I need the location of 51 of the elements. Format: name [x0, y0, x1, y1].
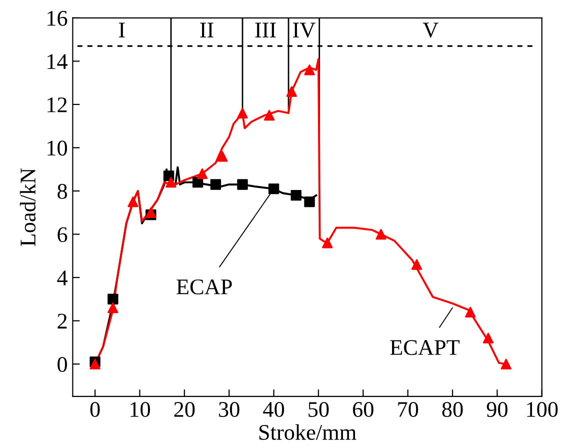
x-tick-label: 0: [90, 402, 100, 417]
point: [322, 238, 333, 248]
x-tick-label: 90: [486, 402, 508, 417]
point: [482, 332, 494, 344]
x-tick-label: 20: [174, 402, 195, 417]
x-tick-label: 30: [219, 402, 240, 417]
point: [196, 168, 208, 180]
y-tick-label: 0: [58, 356, 67, 372]
annotation: II: [200, 22, 214, 38]
point: [166, 176, 176, 188]
annotation: IV: [293, 22, 316, 38]
point: [210, 179, 222, 190]
x-tick-label: 100: [527, 402, 558, 417]
annotation: ECAP: [176, 279, 232, 294]
point: [268, 183, 280, 194]
point: [217, 151, 228, 162]
y-tick-label: 4: [57, 270, 68, 286]
y-tick-label: 2: [58, 314, 67, 328]
x-tick-label: 60: [352, 402, 374, 417]
x-tick-label: 40: [263, 402, 284, 417]
x-tick-label: 70: [398, 402, 418, 417]
point: [290, 190, 302, 201]
point: [264, 110, 275, 121]
point: [146, 207, 156, 218]
x-axis-title: Stroke/mm: [259, 424, 356, 440]
y-axis-title: Load/kN: [20, 168, 36, 246]
y-tick-label: 10: [48, 140, 67, 156]
x-tick-label: 80: [442, 402, 463, 417]
point: [465, 306, 476, 318]
point: [237, 179, 248, 190]
point: [304, 64, 315, 76]
point: [411, 259, 422, 270]
y-tick-label: 8: [58, 184, 67, 199]
x-tick-label: 50: [308, 402, 329, 417]
point: [304, 196, 315, 208]
annotation: III: [255, 22, 276, 38]
point: [500, 358, 512, 370]
annotation: ECAPT: [390, 340, 460, 356]
point: [108, 302, 118, 314]
x-tick-label: 10: [130, 402, 150, 417]
y-tick-label: 12: [48, 97, 67, 112]
y-tick-label: 16: [48, 10, 68, 26]
annotation: I: [118, 22, 125, 38]
point: [376, 228, 386, 240]
annotation: V: [422, 22, 438, 38]
y-tick-label: 14: [48, 54, 68, 69]
point: [286, 86, 297, 97]
point: [237, 108, 248, 118]
y-tick-label: 6: [58, 227, 68, 242]
point: [128, 196, 138, 208]
point: [108, 294, 118, 304]
